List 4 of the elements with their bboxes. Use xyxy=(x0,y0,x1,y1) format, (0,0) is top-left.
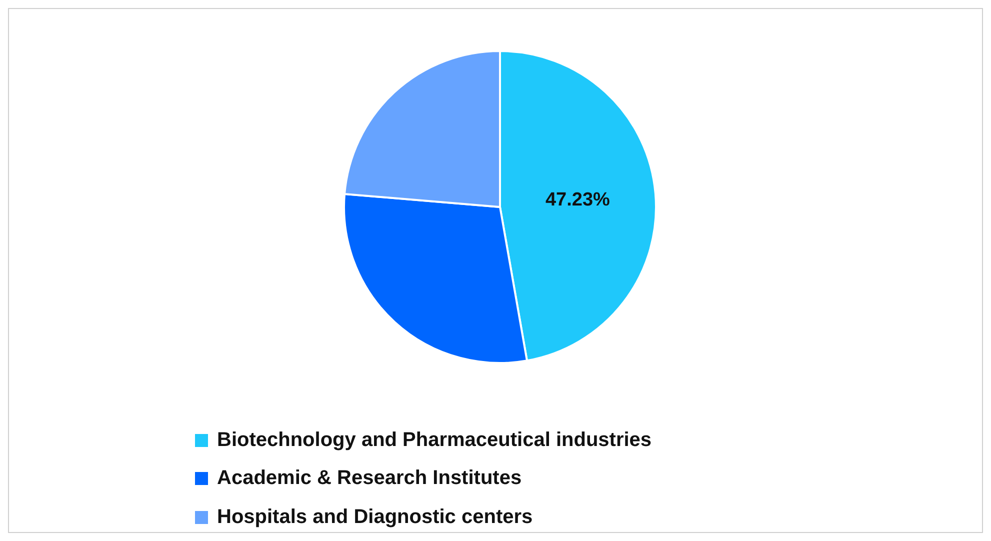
data-label: 47.23% xyxy=(545,190,610,211)
legend-label: Hospitals and Diagnostic centers xyxy=(217,506,533,529)
legend-label: Biotechnology and Pharmaceutical industries xyxy=(217,428,652,452)
legend-label: Academic & Research Institutes xyxy=(217,467,522,490)
